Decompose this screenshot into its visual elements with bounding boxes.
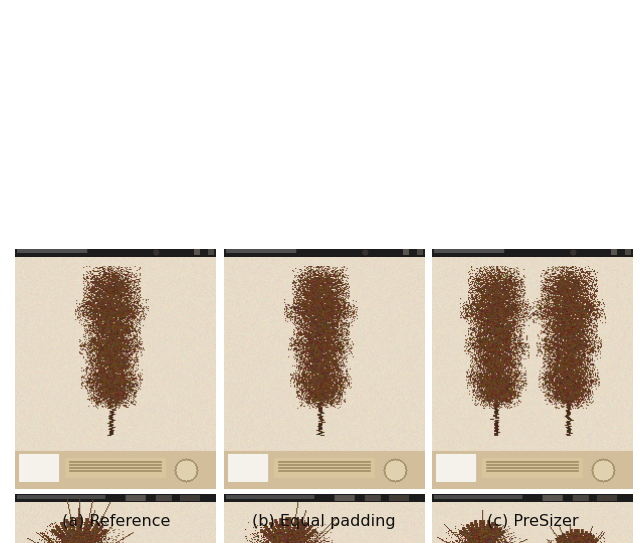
Text: (c) PreSizer: (c) PreSizer [487,514,579,529]
Text: (a) Reference: (a) Reference [61,514,170,529]
Text: (b) Equal padding: (b) Equal padding [252,514,396,529]
